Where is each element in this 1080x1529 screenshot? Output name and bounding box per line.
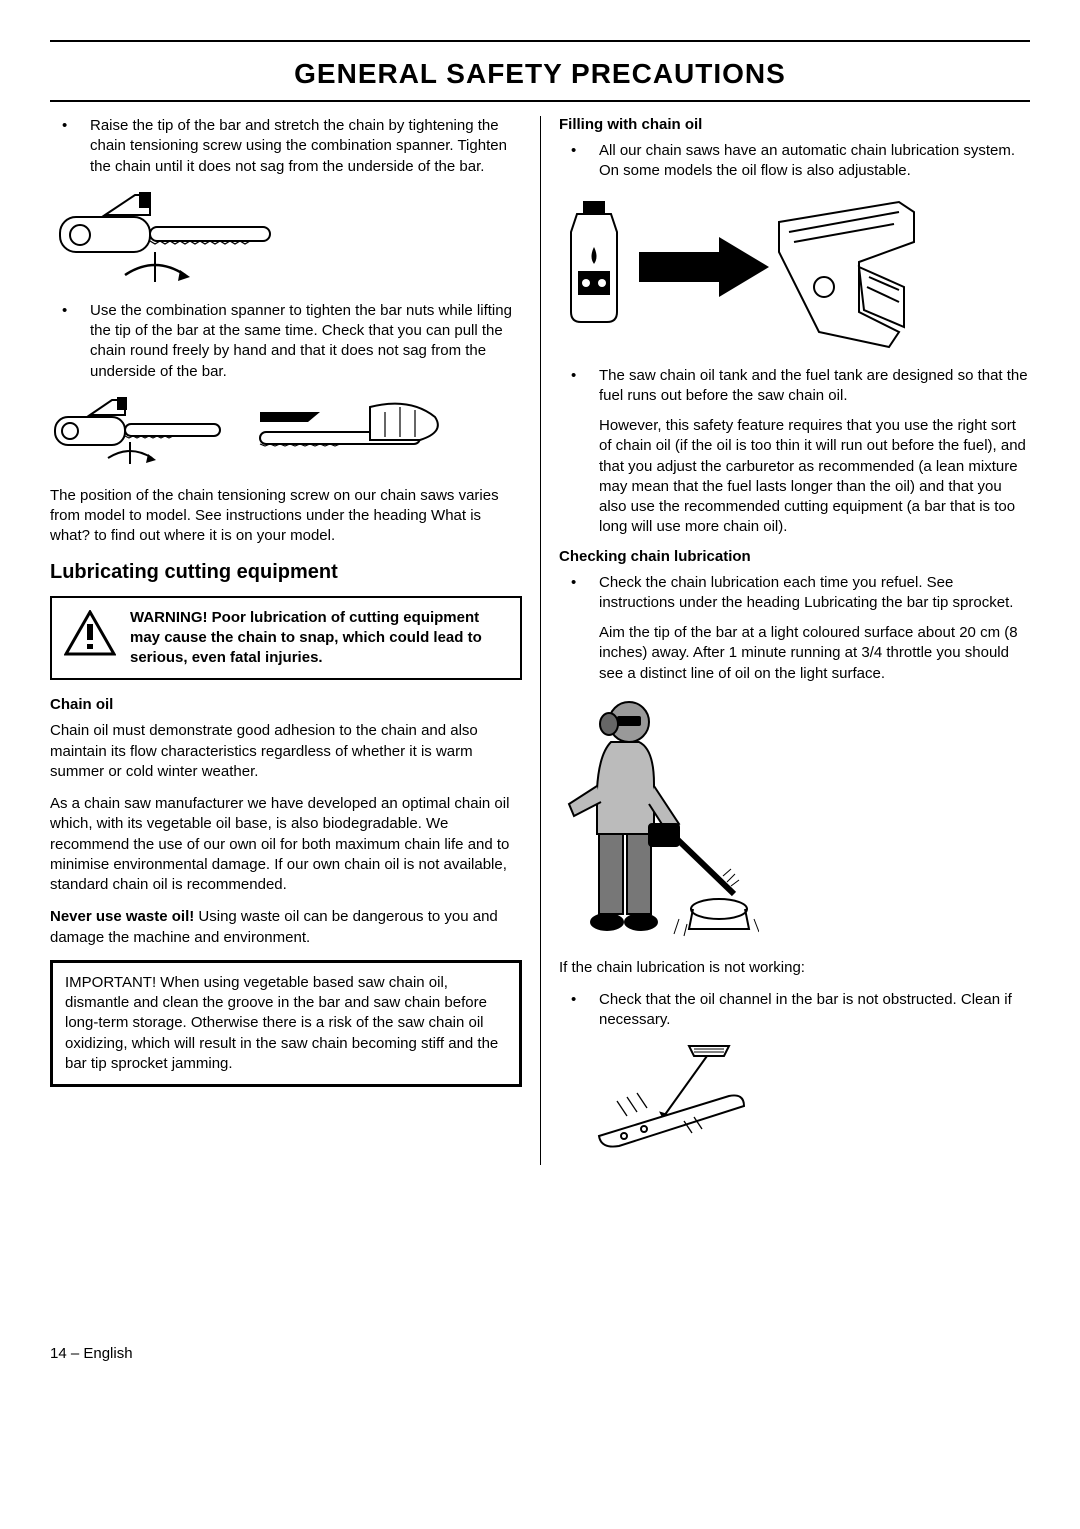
- top-rule: [50, 40, 1030, 42]
- page-title: GENERAL SAFETY PRECAUTIONS: [50, 50, 1030, 100]
- list-item: Use the combination spanner to tighten t…: [50, 301, 522, 382]
- bullet-list: The saw chain oil tank and the fuel tank…: [559, 366, 1030, 407]
- paragraph: However, this safety feature requires th…: [559, 416, 1030, 538]
- list-item: Check that the oil channel in the bar is…: [559, 990, 1030, 1031]
- warning-box: WARNING! Poor lubrication of cutting equ…: [50, 596, 522, 681]
- paragraph: As a chain saw manufacturer we have deve…: [50, 794, 522, 895]
- bold-text: Never use waste oil!: [50, 908, 194, 925]
- paragraph: If the chain lubrication is not working:: [559, 958, 1030, 978]
- bullet-list: All our chain saws have an automatic cha…: [559, 141, 1030, 182]
- heading-chain-oil: Chain oil: [50, 696, 522, 713]
- paragraph: Never use waste oil! Using waste oil can…: [50, 907, 522, 948]
- figure-bar-clean: [559, 1041, 1030, 1151]
- figure-operator-chainsaw: [559, 694, 1030, 944]
- left-column: Raise the tip of the bar and stretch the…: [50, 116, 540, 1165]
- warning-triangle-icon: [64, 610, 116, 661]
- figure-chainsaw-tighten: [50, 392, 522, 472]
- bullet-list: Check that the oil channel in the bar is…: [559, 990, 1030, 1031]
- two-column-layout: Raise the tip of the bar and stretch the…: [50, 116, 1030, 1165]
- figure-chainsaw-tension: [50, 187, 522, 287]
- right-column: Filling with chain oil All our chain saw…: [540, 116, 1030, 1165]
- bullet-list: Raise the tip of the bar and stretch the…: [50, 116, 522, 177]
- important-box: IMPORTANT! When using vegetable based sa…: [50, 960, 522, 1087]
- page-footer: 14 – English: [50, 1345, 1030, 1362]
- bullet-list: Check the chain lubrication each time yo…: [559, 573, 1030, 614]
- bullet-list: Use the combination spanner to tighten t…: [50, 301, 522, 382]
- paragraph: Chain oil must demonstrate good adhesion…: [50, 721, 522, 782]
- list-item: All our chain saws have an automatic cha…: [559, 141, 1030, 182]
- title-underline: [50, 100, 1030, 102]
- figure-oil-bottle-chainsaw: [559, 192, 1030, 352]
- paragraph: Aim the tip of the bar at a light colour…: [559, 623, 1030, 684]
- warning-text: WARNING! Poor lubrication of cutting equ…: [130, 608, 508, 669]
- important-text: IMPORTANT! When using vegetable based sa…: [65, 974, 498, 1072]
- paragraph: The position of the chain tensioning scr…: [50, 486, 522, 547]
- list-item: Check the chain lubrication each time yo…: [559, 573, 1030, 614]
- heading-lubricating: Lubricating cutting equipment: [50, 561, 522, 584]
- heading-checking: Checking chain lubrication: [559, 548, 1030, 565]
- list-item: Raise the tip of the bar and stretch the…: [50, 116, 522, 177]
- list-item: The saw chain oil tank and the fuel tank…: [559, 366, 1030, 407]
- heading-filling: Filling with chain oil: [559, 116, 1030, 133]
